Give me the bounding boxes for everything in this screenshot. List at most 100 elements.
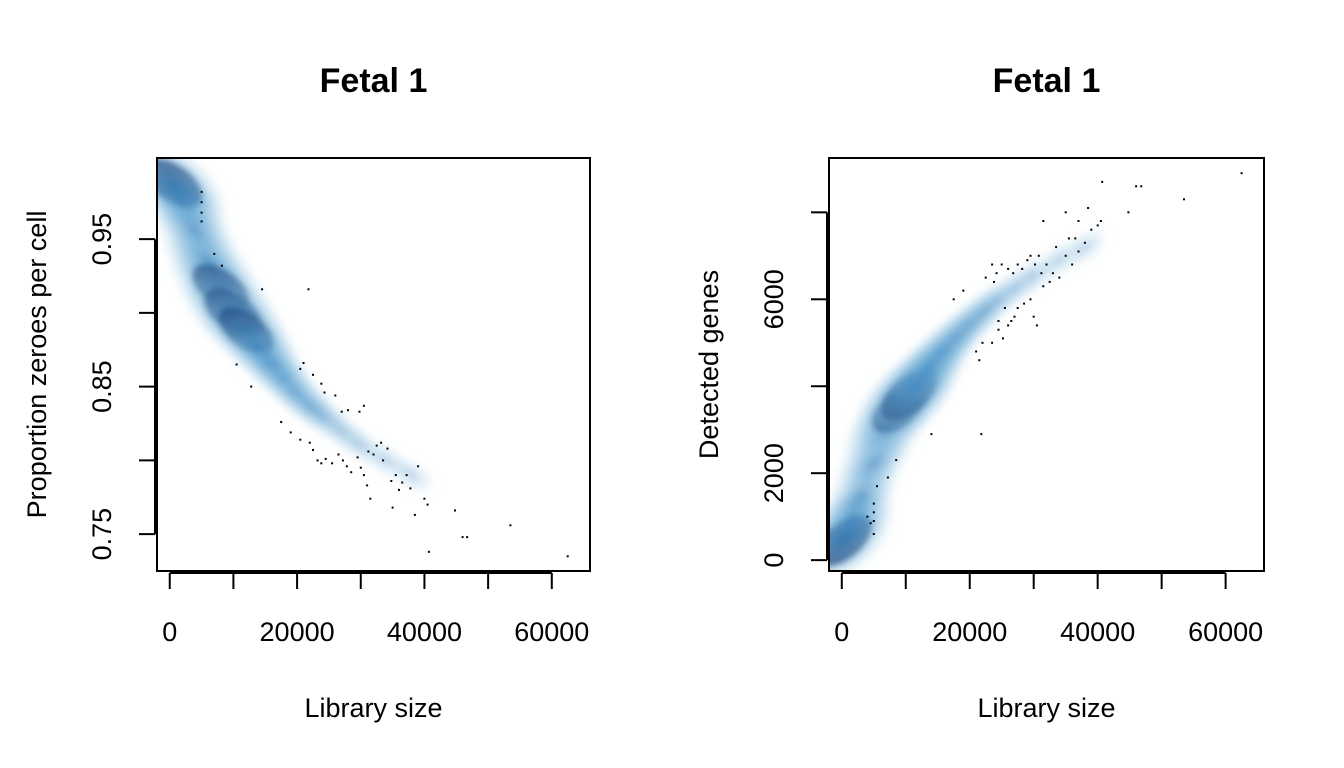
panel-detected-genes: Fetal 1 0 20000 40000 60000 0 2000 6000 Libra… xyxy=(694,62,1265,723)
data-point xyxy=(1042,220,1045,222)
data-point xyxy=(347,409,349,412)
data-point xyxy=(1090,228,1093,231)
data-point xyxy=(375,444,378,447)
data-point xyxy=(312,373,314,376)
data-point xyxy=(1045,263,1048,266)
data-point xyxy=(372,453,375,456)
y-axis-label-right: Detected genes xyxy=(694,270,724,459)
data-point xyxy=(1074,237,1077,240)
data-point xyxy=(324,457,327,460)
data-point xyxy=(235,363,238,366)
plot-frame-left xyxy=(156,157,591,572)
data-point xyxy=(345,465,348,468)
points-layer-right xyxy=(866,172,1243,535)
data-point xyxy=(213,252,216,255)
data-point xyxy=(886,476,889,479)
data-point xyxy=(417,465,420,468)
data-point xyxy=(427,550,430,553)
data-point xyxy=(895,459,898,462)
x-tick-label: 40000 xyxy=(1060,617,1135,647)
data-point xyxy=(872,502,875,505)
x-axis-label-right: Library size xyxy=(977,693,1115,723)
y-axis-left: 0.75 0.85 0.95 xyxy=(87,213,156,560)
data-point xyxy=(975,350,978,353)
data-point xyxy=(454,509,456,512)
data-point xyxy=(409,487,412,490)
data-point xyxy=(350,471,353,474)
data-point xyxy=(358,410,361,413)
data-point xyxy=(1037,254,1040,257)
data-point xyxy=(1007,324,1010,327)
data-point xyxy=(981,341,984,344)
data-point xyxy=(997,320,1000,322)
data-point xyxy=(1026,259,1029,262)
density-layer-right xyxy=(829,222,1112,571)
data-point xyxy=(991,263,994,266)
data-point xyxy=(382,459,385,462)
data-point xyxy=(250,385,253,388)
data-point xyxy=(1021,267,1024,270)
data-point xyxy=(1077,220,1080,222)
data-point xyxy=(391,506,394,509)
data-point xyxy=(978,359,981,362)
data-point xyxy=(1003,307,1006,309)
data-point xyxy=(316,459,319,462)
data-point xyxy=(1010,320,1013,322)
data-point xyxy=(356,456,359,459)
data-point xyxy=(962,289,965,292)
x-tick-label: 40000 xyxy=(387,617,462,647)
data-point xyxy=(302,362,305,364)
data-point xyxy=(394,474,397,477)
data-point xyxy=(1083,241,1086,244)
data-point xyxy=(200,211,203,214)
x-tick-label: 20000 xyxy=(932,617,1007,647)
y-tick-label: 2000 xyxy=(759,443,789,503)
data-point xyxy=(1067,237,1070,240)
data-point xyxy=(872,533,875,535)
data-point xyxy=(1055,246,1058,249)
data-point xyxy=(1071,263,1074,266)
data-point xyxy=(980,433,983,436)
points-layer-left xyxy=(200,190,569,558)
y-tick-label: 0.95 xyxy=(87,213,117,266)
data-point xyxy=(1029,254,1032,257)
data-point xyxy=(280,421,283,423)
data-point xyxy=(366,484,369,487)
data-point xyxy=(308,441,311,444)
data-point xyxy=(1087,207,1090,209)
data-point xyxy=(509,524,512,527)
data-point xyxy=(362,474,365,477)
x-axis-right: 0 20000 40000 60000 xyxy=(834,572,1263,647)
data-point xyxy=(1007,267,1010,270)
data-point xyxy=(1064,254,1067,257)
data-point xyxy=(1051,272,1054,275)
density-blob xyxy=(384,452,440,499)
data-point xyxy=(1064,211,1067,214)
data-point xyxy=(401,481,404,484)
data-point xyxy=(1023,302,1026,305)
data-point xyxy=(220,264,223,267)
data-point xyxy=(359,466,362,469)
data-point xyxy=(1034,263,1036,266)
data-point xyxy=(1035,324,1038,327)
data-point xyxy=(866,515,869,518)
data-point xyxy=(1029,298,1032,301)
data-point xyxy=(1077,250,1080,253)
data-point xyxy=(1032,315,1035,318)
data-point xyxy=(320,462,323,465)
x-tick-label: 0 xyxy=(834,617,849,647)
data-point xyxy=(1040,272,1043,275)
data-point xyxy=(993,280,995,283)
plot-frame-right xyxy=(828,157,1265,572)
data-point xyxy=(869,522,872,525)
data-point xyxy=(1016,263,1019,266)
data-point xyxy=(380,441,383,444)
density-blob xyxy=(1058,222,1112,272)
data-point xyxy=(405,474,408,477)
data-point xyxy=(984,276,987,279)
data-point xyxy=(423,497,426,500)
data-point xyxy=(952,298,955,301)
data-point xyxy=(930,433,933,436)
data-point xyxy=(334,394,337,397)
